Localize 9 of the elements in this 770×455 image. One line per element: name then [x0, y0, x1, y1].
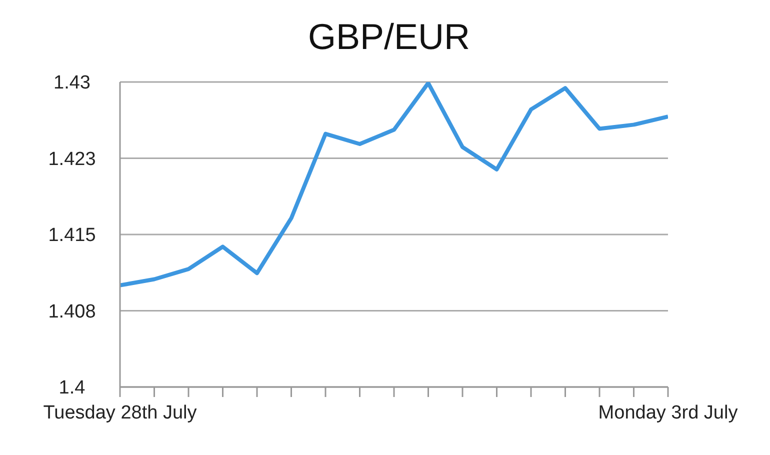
x-tick-label: Tuesday 28th July — [43, 402, 198, 424]
y-tick-label: 1.415 — [48, 225, 96, 246]
y-tick-label: 1.423 — [48, 148, 96, 170]
chart-title: GBP/EUR — [306, 16, 472, 58]
y-tick-label: 1.408 — [48, 301, 96, 322]
line-series — [120, 82, 668, 288]
x-tick-label: Monday 3rd July — [598, 402, 738, 424]
y-tick-label: 1.43 — [54, 72, 90, 94]
y-tick-label: 1.4 — [58, 378, 86, 399]
